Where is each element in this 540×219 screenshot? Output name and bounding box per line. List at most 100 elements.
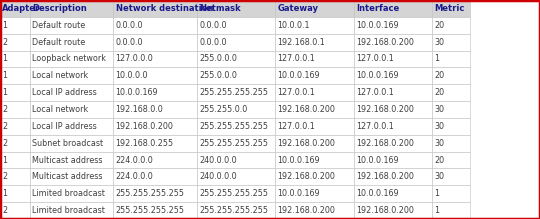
Text: 30: 30 [434, 122, 444, 131]
Bar [30, 118, 113, 135]
Text: 240.0.0.0: 240.0.0.0 [199, 172, 237, 181]
Bar [197, 118, 275, 135]
Bar [113, 84, 197, 101]
Bar [197, 67, 275, 84]
Bar [30, 168, 113, 185]
Text: 30: 30 [434, 172, 444, 181]
Bar [197, 202, 275, 219]
Text: 192.168.0.200: 192.168.0.200 [278, 139, 335, 148]
Bar [275, 152, 354, 168]
Text: 127.0.0.1: 127.0.0.1 [356, 122, 394, 131]
Bar [30, 67, 113, 84]
Bar [275, 67, 354, 84]
Bar [113, 0, 197, 17]
Text: 192.168.0.200: 192.168.0.200 [356, 206, 414, 215]
Bar [197, 51, 275, 67]
Bar [113, 118, 197, 135]
Bar [432, 67, 470, 84]
Text: 1: 1 [2, 71, 7, 80]
Text: Metric: Metric [434, 4, 464, 13]
Text: 1: 1 [2, 189, 7, 198]
Text: Local network: Local network [32, 71, 88, 80]
Bar [0, 84, 30, 101]
Bar [0, 101, 30, 118]
Text: 10.0.0.169: 10.0.0.169 [278, 71, 320, 80]
Bar [354, 152, 432, 168]
Text: Description: Description [32, 4, 86, 13]
Text: 30: 30 [434, 139, 444, 148]
Text: 192.168.0.200: 192.168.0.200 [356, 38, 414, 47]
Text: 127.0.0.1: 127.0.0.1 [278, 88, 315, 97]
Text: 255.255.255.255: 255.255.255.255 [116, 206, 185, 215]
Bar [113, 51, 197, 67]
Bar [354, 168, 432, 185]
Text: 127.0.0.1: 127.0.0.1 [356, 55, 394, 64]
Text: 1: 1 [2, 55, 7, 64]
Bar [0, 67, 30, 84]
Text: 192.168.0.200: 192.168.0.200 [356, 105, 414, 114]
Bar [354, 0, 432, 17]
Bar [432, 34, 470, 51]
Text: 192.168.0.200: 192.168.0.200 [278, 206, 335, 215]
Bar [275, 168, 354, 185]
Bar [30, 101, 113, 118]
Text: 2: 2 [2, 38, 7, 47]
Bar [113, 185, 197, 202]
Text: 20: 20 [434, 21, 444, 30]
Text: Netmask: Netmask [199, 4, 241, 13]
Bar [432, 135, 470, 152]
Text: Multicast address: Multicast address [32, 172, 103, 181]
Bar [197, 185, 275, 202]
Text: 10.0.0.169: 10.0.0.169 [356, 21, 399, 30]
Bar [30, 84, 113, 101]
Text: 2: 2 [2, 206, 7, 215]
Text: 192.168.0.200: 192.168.0.200 [278, 172, 335, 181]
Bar [354, 135, 432, 152]
Bar [0, 34, 30, 51]
Text: Multicast address: Multicast address [32, 155, 103, 164]
Text: 1: 1 [434, 206, 439, 215]
Bar [275, 84, 354, 101]
Bar [197, 0, 275, 17]
Text: Local IP address: Local IP address [32, 88, 97, 97]
Text: 255.255.255.255: 255.255.255.255 [199, 88, 268, 97]
Text: 0.0.0.0: 0.0.0.0 [199, 21, 227, 30]
Text: 1: 1 [434, 55, 439, 64]
Text: 255.255.255.255: 255.255.255.255 [116, 189, 185, 198]
Text: 192.168.0.200: 192.168.0.200 [356, 139, 414, 148]
Bar [275, 51, 354, 67]
Text: 1: 1 [434, 189, 439, 198]
Text: 192.168.0.200: 192.168.0.200 [116, 122, 173, 131]
Bar [432, 84, 470, 101]
Text: Default route: Default route [32, 21, 85, 30]
Bar [275, 17, 354, 34]
Bar [354, 202, 432, 219]
Text: 10.0.0.169: 10.0.0.169 [278, 155, 320, 164]
Bar [354, 84, 432, 101]
Bar [30, 202, 113, 219]
Text: 192.168.0.200: 192.168.0.200 [278, 105, 335, 114]
Bar [275, 101, 354, 118]
Bar [0, 185, 30, 202]
Bar [275, 34, 354, 51]
Bar [197, 34, 275, 51]
Text: Loopback network: Loopback network [32, 55, 106, 64]
Text: 0.0.0.0: 0.0.0.0 [116, 38, 143, 47]
Bar [0, 17, 30, 34]
Text: 10.0.0.1: 10.0.0.1 [278, 21, 310, 30]
Text: 10.0.0.169: 10.0.0.169 [356, 189, 399, 198]
Text: 2: 2 [2, 122, 7, 131]
Text: Gateway: Gateway [278, 4, 319, 13]
Bar [354, 118, 432, 135]
Text: Network destination: Network destination [116, 4, 213, 13]
Text: 255.0.0.0: 255.0.0.0 [199, 55, 237, 64]
Bar [30, 34, 113, 51]
Text: 20: 20 [434, 155, 444, 164]
Bar [0, 152, 30, 168]
Bar [275, 0, 354, 17]
Bar [432, 17, 470, 34]
Text: 255.255.255.255: 255.255.255.255 [199, 122, 268, 131]
Text: Limited broadcast: Limited broadcast [32, 189, 105, 198]
Bar [354, 51, 432, 67]
Bar [0, 135, 30, 152]
